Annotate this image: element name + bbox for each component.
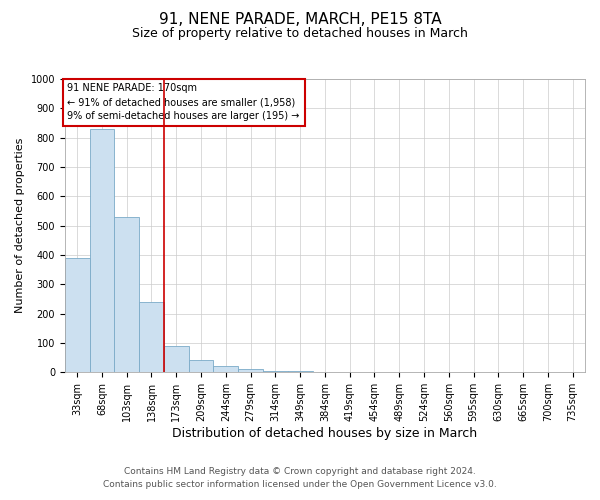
Text: 91, NENE PARADE, MARCH, PE15 8TA: 91, NENE PARADE, MARCH, PE15 8TA: [158, 12, 442, 28]
Bar: [238, 370, 263, 372]
Bar: [89, 129, 115, 372]
Bar: [214, 366, 238, 372]
X-axis label: Distribution of detached houses by size in March: Distribution of detached houses by size …: [172, 427, 478, 440]
Bar: [164, 346, 188, 372]
Bar: [65, 258, 89, 372]
Bar: [115, 217, 139, 372]
Y-axis label: Number of detached properties: Number of detached properties: [15, 138, 25, 314]
Text: Contains public sector information licensed under the Open Government Licence v3: Contains public sector information licen…: [103, 480, 497, 489]
Bar: [139, 302, 164, 372]
Text: 91 NENE PARADE: 170sqm
← 91% of detached houses are smaller (1,958)
9% of semi-d: 91 NENE PARADE: 170sqm ← 91% of detached…: [67, 84, 300, 122]
Text: Size of property relative to detached houses in March: Size of property relative to detached ho…: [132, 28, 468, 40]
Bar: [188, 360, 214, 372]
Bar: [263, 371, 288, 372]
Text: Contains HM Land Registry data © Crown copyright and database right 2024.: Contains HM Land Registry data © Crown c…: [124, 467, 476, 476]
